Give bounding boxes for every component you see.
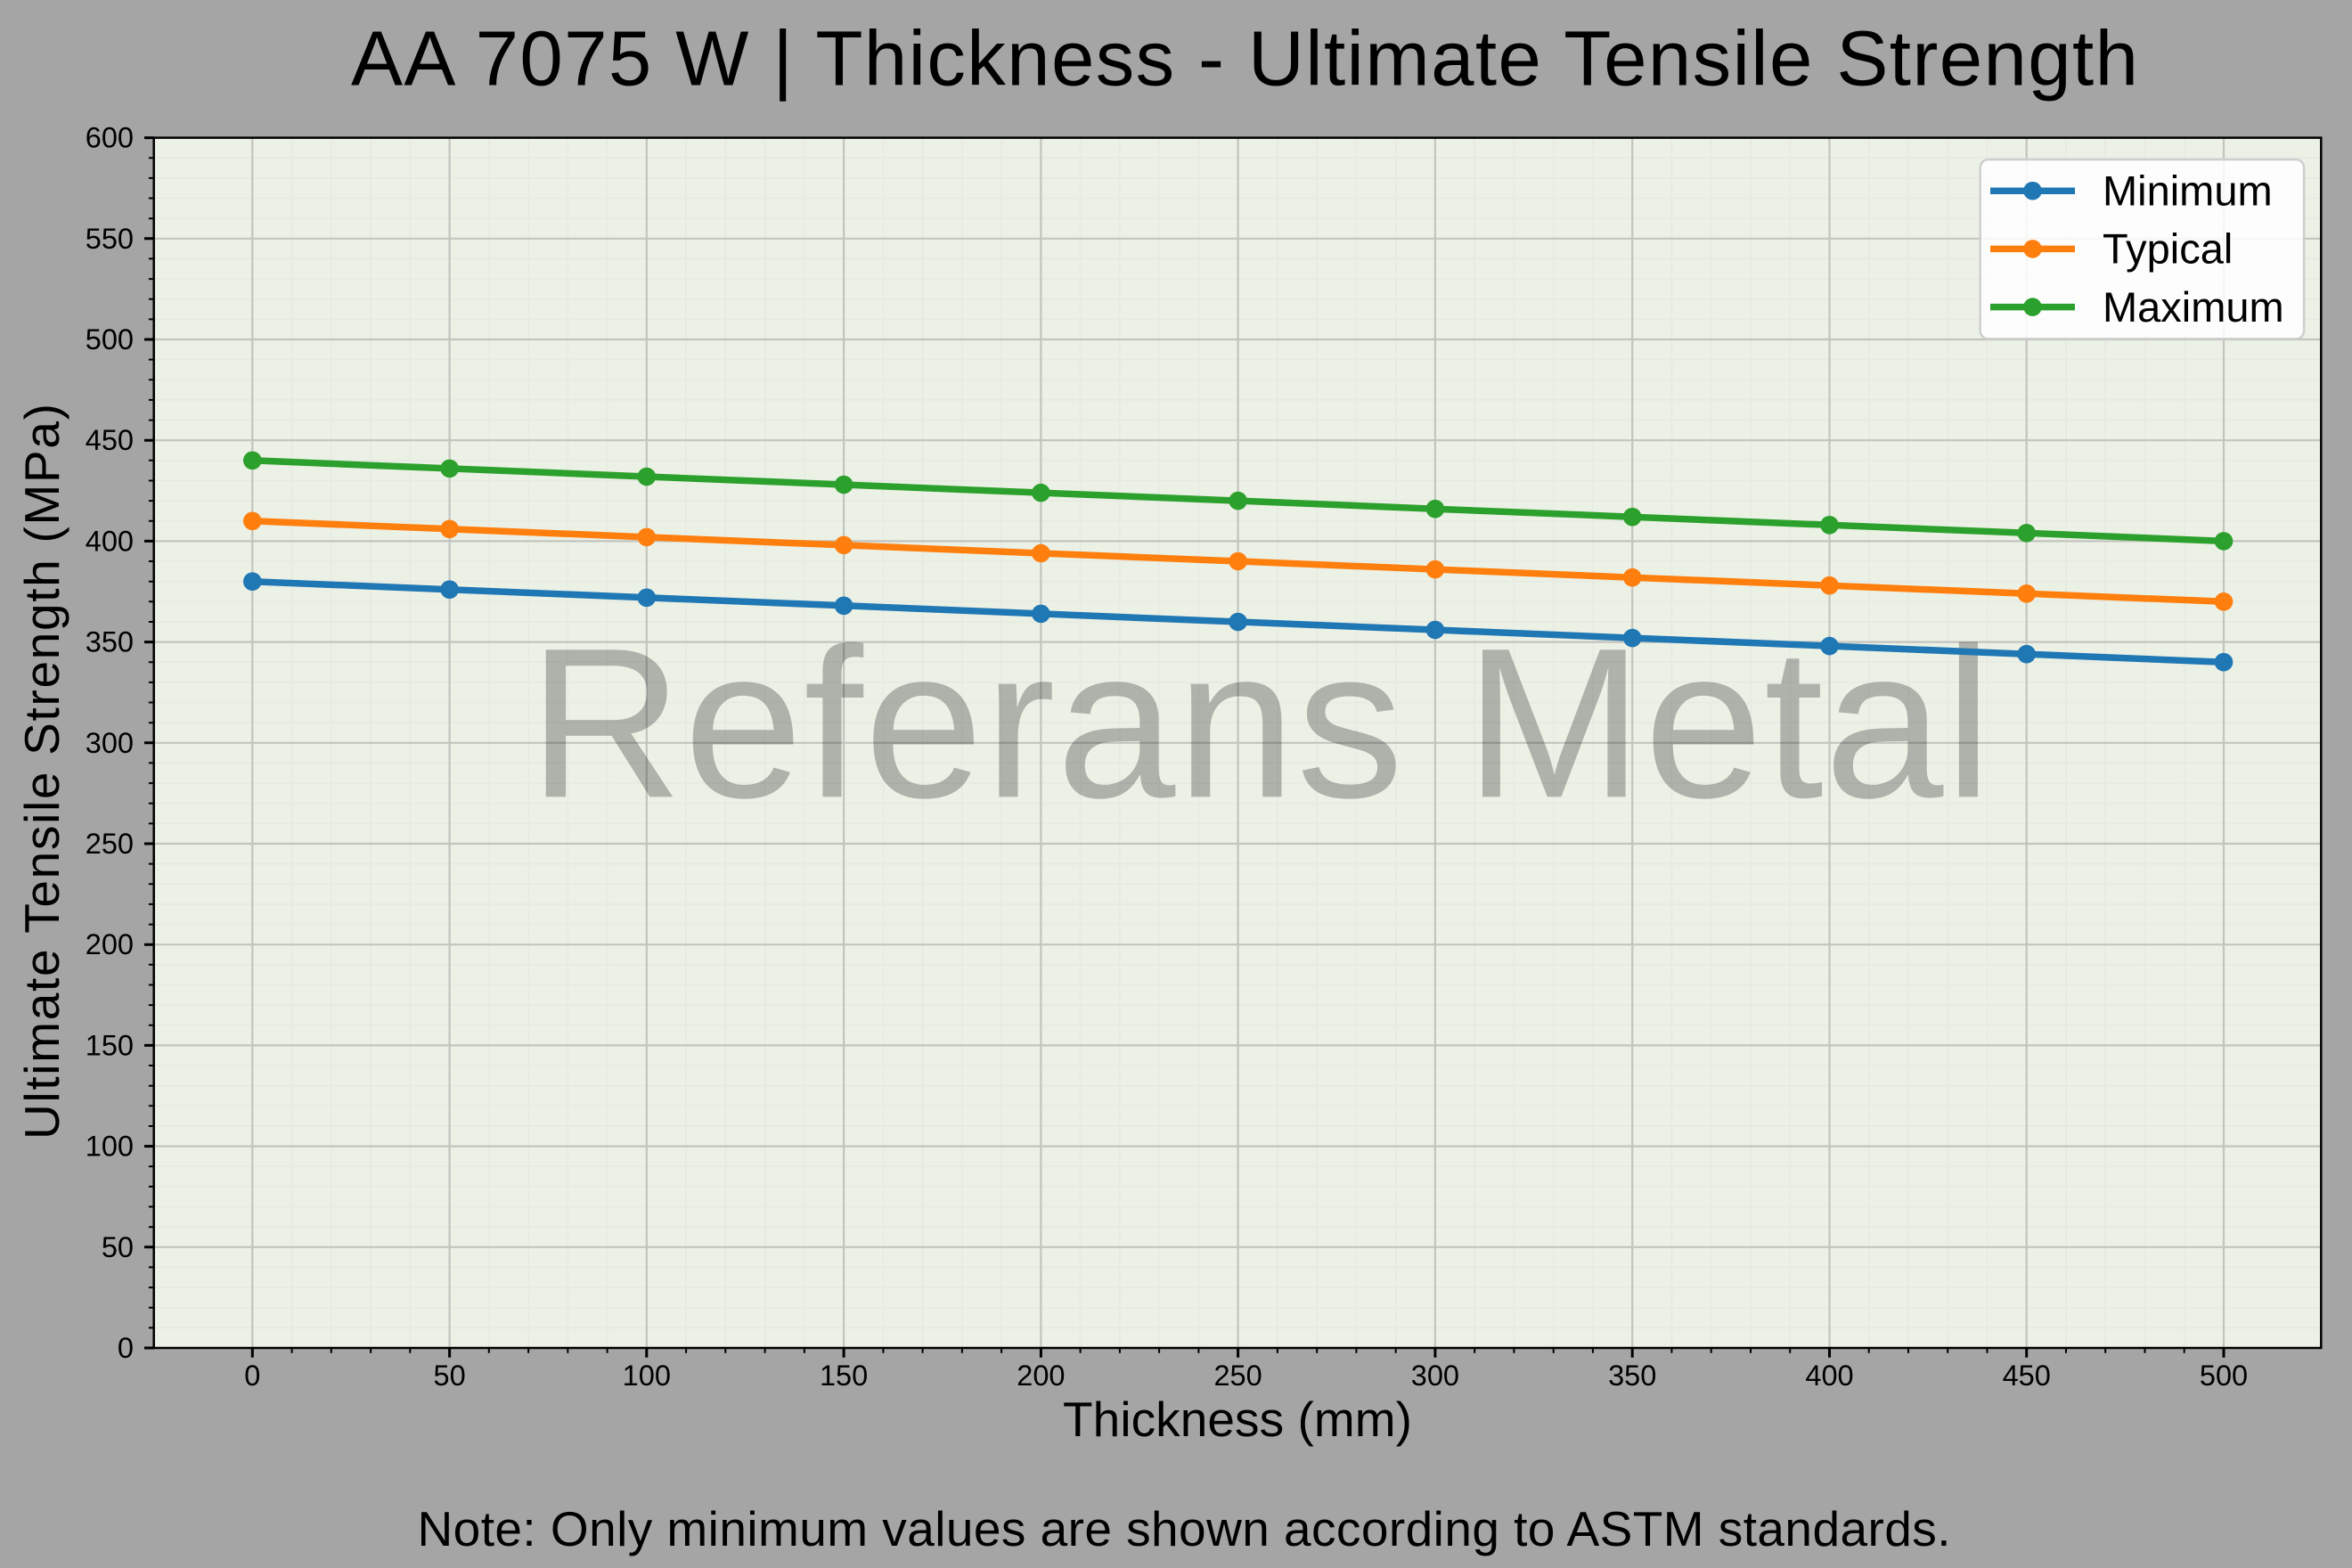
- svg-text:0: 0: [118, 1332, 134, 1364]
- svg-text:0: 0: [244, 1360, 260, 1392]
- svg-text:300: 300: [86, 727, 134, 759]
- svg-text:Referans Metal: Referans Metal: [528, 603, 1992, 842]
- svg-text:Maximum: Maximum: [2103, 283, 2284, 331]
- svg-text:Typical: Typical: [2103, 225, 2233, 273]
- svg-text:150: 150: [86, 1029, 134, 1061]
- svg-text:200: 200: [1017, 1360, 1065, 1392]
- svg-text:400: 400: [86, 525, 134, 557]
- svg-text:550: 550: [86, 223, 134, 255]
- svg-text:300: 300: [1411, 1360, 1459, 1392]
- svg-text:Note: Only minimum values are: Note: Only minimum values are shown acco…: [418, 1501, 1951, 1556]
- svg-text:50: 50: [434, 1360, 466, 1392]
- svg-text:450: 450: [86, 424, 134, 456]
- svg-text:200: 200: [86, 928, 134, 960]
- svg-text:350: 350: [1608, 1360, 1656, 1392]
- svg-text:600: 600: [86, 122, 134, 154]
- svg-text:100: 100: [86, 1131, 134, 1163]
- svg-text:Thickness (mm): Thickness (mm): [1063, 1392, 1412, 1447]
- svg-text:50: 50: [102, 1231, 134, 1263]
- svg-text:500: 500: [86, 323, 134, 355]
- svg-text:Minimum: Minimum: [2103, 167, 2273, 214]
- svg-text:250: 250: [86, 828, 134, 860]
- svg-text:500: 500: [2200, 1360, 2248, 1392]
- svg-text:350: 350: [86, 626, 134, 658]
- svg-text:150: 150: [820, 1360, 868, 1392]
- svg-text:450: 450: [2003, 1360, 2051, 1392]
- svg-text:AA 7075 W | Thickness - Ultima: AA 7075 W | Thickness - Ultimate Tensile…: [351, 16, 2138, 102]
- svg-text:400: 400: [1805, 1360, 1853, 1392]
- svg-text:100: 100: [623, 1360, 671, 1392]
- svg-text:250: 250: [1213, 1360, 1262, 1392]
